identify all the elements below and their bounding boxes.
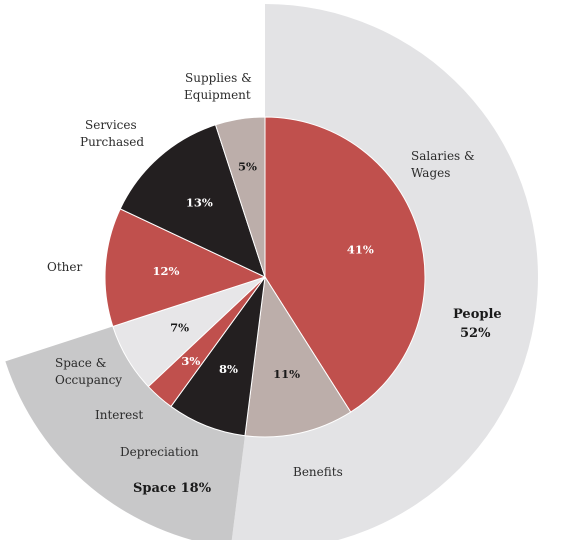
group-labels: People 52% Space 18%: [133, 307, 502, 496]
label-services-line1: Services: [85, 118, 137, 132]
pct-label-salaries-wages: 41%: [347, 242, 374, 256]
pct-label-space-occupancy: 7%: [170, 321, 189, 335]
slice-other: [104, 208, 267, 328]
group-label-space: Space 18%: [133, 481, 212, 496]
pct-label-benefits: 11%: [273, 367, 300, 381]
group-label-people-percent: 52%: [460, 326, 491, 341]
slice-supplies-equipment: [214, 116, 266, 278]
label-supplies-line1: Supplies &: [185, 71, 252, 85]
pct-label-interest: 3%: [181, 354, 200, 368]
label-space-occupancy-line1: Space &: [55, 356, 107, 370]
slice-benefits: [244, 275, 352, 438]
group-label-people-name: People: [453, 307, 502, 322]
slice-salaries-wages: [264, 116, 426, 413]
pct-label-depreciation: 8%: [219, 362, 238, 376]
pct-label-supplies-equipment: 5%: [238, 159, 257, 173]
label-interest: Interest: [95, 408, 143, 422]
slice-services-purchased: [119, 124, 266, 278]
slices: [104, 116, 426, 438]
label-supplies-line2: Equipment: [184, 88, 251, 102]
label-benefits: Benefits: [293, 465, 343, 479]
label-salaries-line1: Salaries &: [411, 149, 475, 163]
label-depreciation: Depreciation: [120, 445, 199, 459]
category-labels: Salaries & Wages Benefits Depreciation I…: [47, 71, 475, 479]
pct-label-services-purchased: 13%: [186, 196, 213, 210]
label-other: Other: [47, 260, 82, 274]
label-space-occupancy-line2: Occupancy: [55, 373, 122, 387]
pct-label-other: 12%: [153, 264, 180, 278]
label-salaries-line2: Wages: [411, 166, 450, 180]
label-services-line2: Purchased: [80, 135, 144, 149]
slice-percent-labels: 41% 11% 8% 3% 7% 12% 13% 5%: [153, 159, 374, 380]
